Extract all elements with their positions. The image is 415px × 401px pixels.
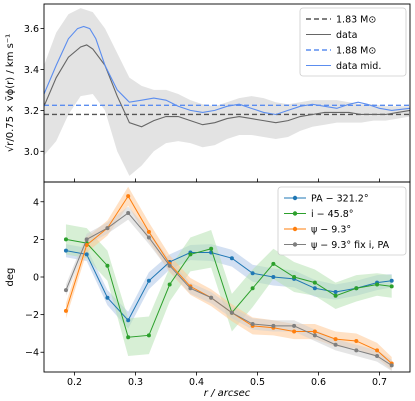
top-legend-label-3: data mid. <box>336 61 381 72</box>
data-point-pa-321-2-2 <box>105 295 110 300</box>
x-tick-label-4: 0.6 <box>311 377 326 388</box>
data-point-pa-321-2-9 <box>250 271 255 276</box>
data-point-9-3-3 <box>126 194 131 199</box>
data-point-i-45-8-0 <box>63 237 68 242</box>
uncertainty-band <box>44 8 410 176</box>
data-point-9-3-1 <box>84 243 89 248</box>
data-point-i-45-8-16 <box>389 284 394 289</box>
data-point-i-45-8-9 <box>250 286 255 291</box>
data-point-pa-321-2-0 <box>63 248 68 253</box>
bottom-legend-label-3: ψ − 9.3° fix i, PA <box>311 240 390 251</box>
data-point-9-3-fix-i-pa-14 <box>354 348 359 353</box>
data-point-9-3-4 <box>146 229 151 234</box>
bottom-legend-label-2: ψ − 9.3° <box>311 225 351 236</box>
series-line-data <box>44 44 410 128</box>
top-legend-label-2: 1.88 M⊙ <box>336 46 376 57</box>
bottom-plot-area <box>63 186 394 372</box>
bottom-y-tick-label-3: 2 <box>33 235 39 246</box>
data-point-9-3-fix-i-pa-5 <box>167 263 172 268</box>
data-point-i-45-8-10 <box>271 261 276 266</box>
x-axis-label: r / arcsec <box>204 388 251 399</box>
data-point-9-3-fix-i-pa-16 <box>389 363 394 368</box>
error-band-i-45-8 <box>65 224 392 357</box>
data-point-9-3-fix-i-pa-3 <box>126 211 131 216</box>
series-line-data-mid <box>44 25 410 116</box>
data-point-pa-321-2-16 <box>389 278 394 283</box>
data-point-9-3-12 <box>312 329 317 334</box>
bottom-legend-marker-1 <box>292 211 298 216</box>
data-point-pa-321-2-12 <box>312 286 317 291</box>
data-point-pa-321-2-10 <box>271 275 276 279</box>
data-point-i-45-8-14 <box>354 286 359 291</box>
data-point-9-3-fix-i-pa-11 <box>292 323 297 328</box>
top-legend-label-1: data <box>336 30 357 41</box>
data-point-pa-321-2-4 <box>146 278 151 283</box>
data-point-i-45-8-5 <box>167 282 172 287</box>
data-point-pa-321-2-13 <box>333 290 338 295</box>
data-point-i-45-8-11 <box>292 275 297 279</box>
data-point-9-3-0 <box>63 308 68 313</box>
data-point-9-3-fix-i-pa-1 <box>84 237 89 242</box>
data-point-9-3-15 <box>375 348 380 353</box>
bottom-legend-label-1: i − 45.8° <box>311 209 354 220</box>
data-point-9-3-fix-i-pa-6 <box>188 286 193 291</box>
y-tick-label-0: 3.0 <box>24 147 39 158</box>
error-band-9-3-fix-i-pa <box>65 206 392 372</box>
top-legend: 1.83 M⊙ data 1.88 M⊙ data mid. <box>299 7 407 77</box>
y-tick-label-2: 3.4 <box>24 65 39 76</box>
data-point-9-3-fix-i-pa-12 <box>312 333 317 338</box>
data-point-9-3-fix-i-pa-9 <box>250 322 255 327</box>
data-point-9-3-11 <box>292 329 297 334</box>
data-point-i-45-8-13 <box>333 293 338 298</box>
data-point-9-3-fix-i-pa-4 <box>146 235 151 240</box>
bottom-y-tick-label-4: 4 <box>33 197 39 208</box>
data-point-pa-321-2-3 <box>126 318 131 323</box>
bottom-panel: −4 −2 0 2 4 0.2 0.3 0.4 0.5 0.6 0.7 deg r / arcsec… <box>5 181 411 399</box>
data-point-i-45-8-15 <box>375 282 380 287</box>
top-y-axis: 3.0 3.2 3.4 3.6 <box>24 24 380 182</box>
data-point-i-45-8-7 <box>209 246 214 251</box>
data-point-9-3-fix-i-pa-10 <box>271 323 276 328</box>
data-point-9-3-fix-i-pa-15 <box>375 354 380 359</box>
top-legend-label-0: 1.83 M⊙ <box>336 15 376 26</box>
data-point-i-45-8-3 <box>126 335 131 340</box>
bottom-y-tick-label-1: −2 <box>25 310 39 321</box>
data-point-i-45-8-2 <box>105 263 110 268</box>
data-point-9-3-fix-i-pa-8 <box>229 310 234 315</box>
bottom-legend-marker-0 <box>292 195 298 201</box>
bottom-legend-label-0: PA − 321.2° <box>311 194 369 205</box>
top-plot-area <box>44 8 410 176</box>
bottom-legend-box <box>277 186 407 256</box>
y-tick-label-3: 3.6 <box>24 24 39 35</box>
data-point-pa-321-2-1 <box>84 252 89 257</box>
data-point-9-3-14 <box>354 338 359 343</box>
data-point-9-3-fix-i-pa-7 <box>209 295 214 300</box>
bottom-y-tick-label-2: 0 <box>33 273 39 284</box>
x-tick-label-5: 0.7 <box>372 377 387 388</box>
x-tick-label-2: 0.4 <box>189 377 204 388</box>
bottom-y-tick-label-0: −4 <box>25 348 39 359</box>
data-point-9-3-fix-i-pa-2 <box>105 226 110 231</box>
top-panel: 3.0 3.2 3.4 3.6 √r/0.75 × v̄ϕ(r) / km s⁻¹ 1… <box>5 3 411 183</box>
top-y-axis-label: √r/0.75 × v̄ϕ(r) / km s⁻¹ <box>5 34 16 152</box>
data-point-9-3-fix-i-pa-13 <box>333 342 338 347</box>
data-point-pa-321-2-8 <box>229 256 234 261</box>
bottom-legend: PA − 321.2° i − 45.8° ψ − 9.3° ψ − 9.3° fix… <box>277 186 407 256</box>
data-point-i-45-8-4 <box>146 333 151 338</box>
x-tick-label-3: 0.5 <box>250 377 265 388</box>
bottom-legend-marker-2 <box>292 226 298 232</box>
data-point-9-3-fix-i-pa-0 <box>63 288 68 293</box>
bottom-y-axis-label: deg <box>5 268 16 287</box>
top-legend-box <box>299 7 407 77</box>
bottom-legend-marker-3 <box>292 242 298 247</box>
x-tick-label-1: 0.3 <box>128 377 143 388</box>
data-point-i-45-8-6 <box>188 252 193 257</box>
data-point-9-3-13 <box>333 337 338 342</box>
data-point-i-45-8-12 <box>312 280 317 285</box>
bottom-axes-ticks: −4 −2 0 2 4 0.2 0.3 0.4 0.5 0.6 0.7 <box>25 197 387 388</box>
y-tick-label-1: 3.2 <box>24 106 39 117</box>
x-tick-label-0: 0.2 <box>67 377 82 388</box>
